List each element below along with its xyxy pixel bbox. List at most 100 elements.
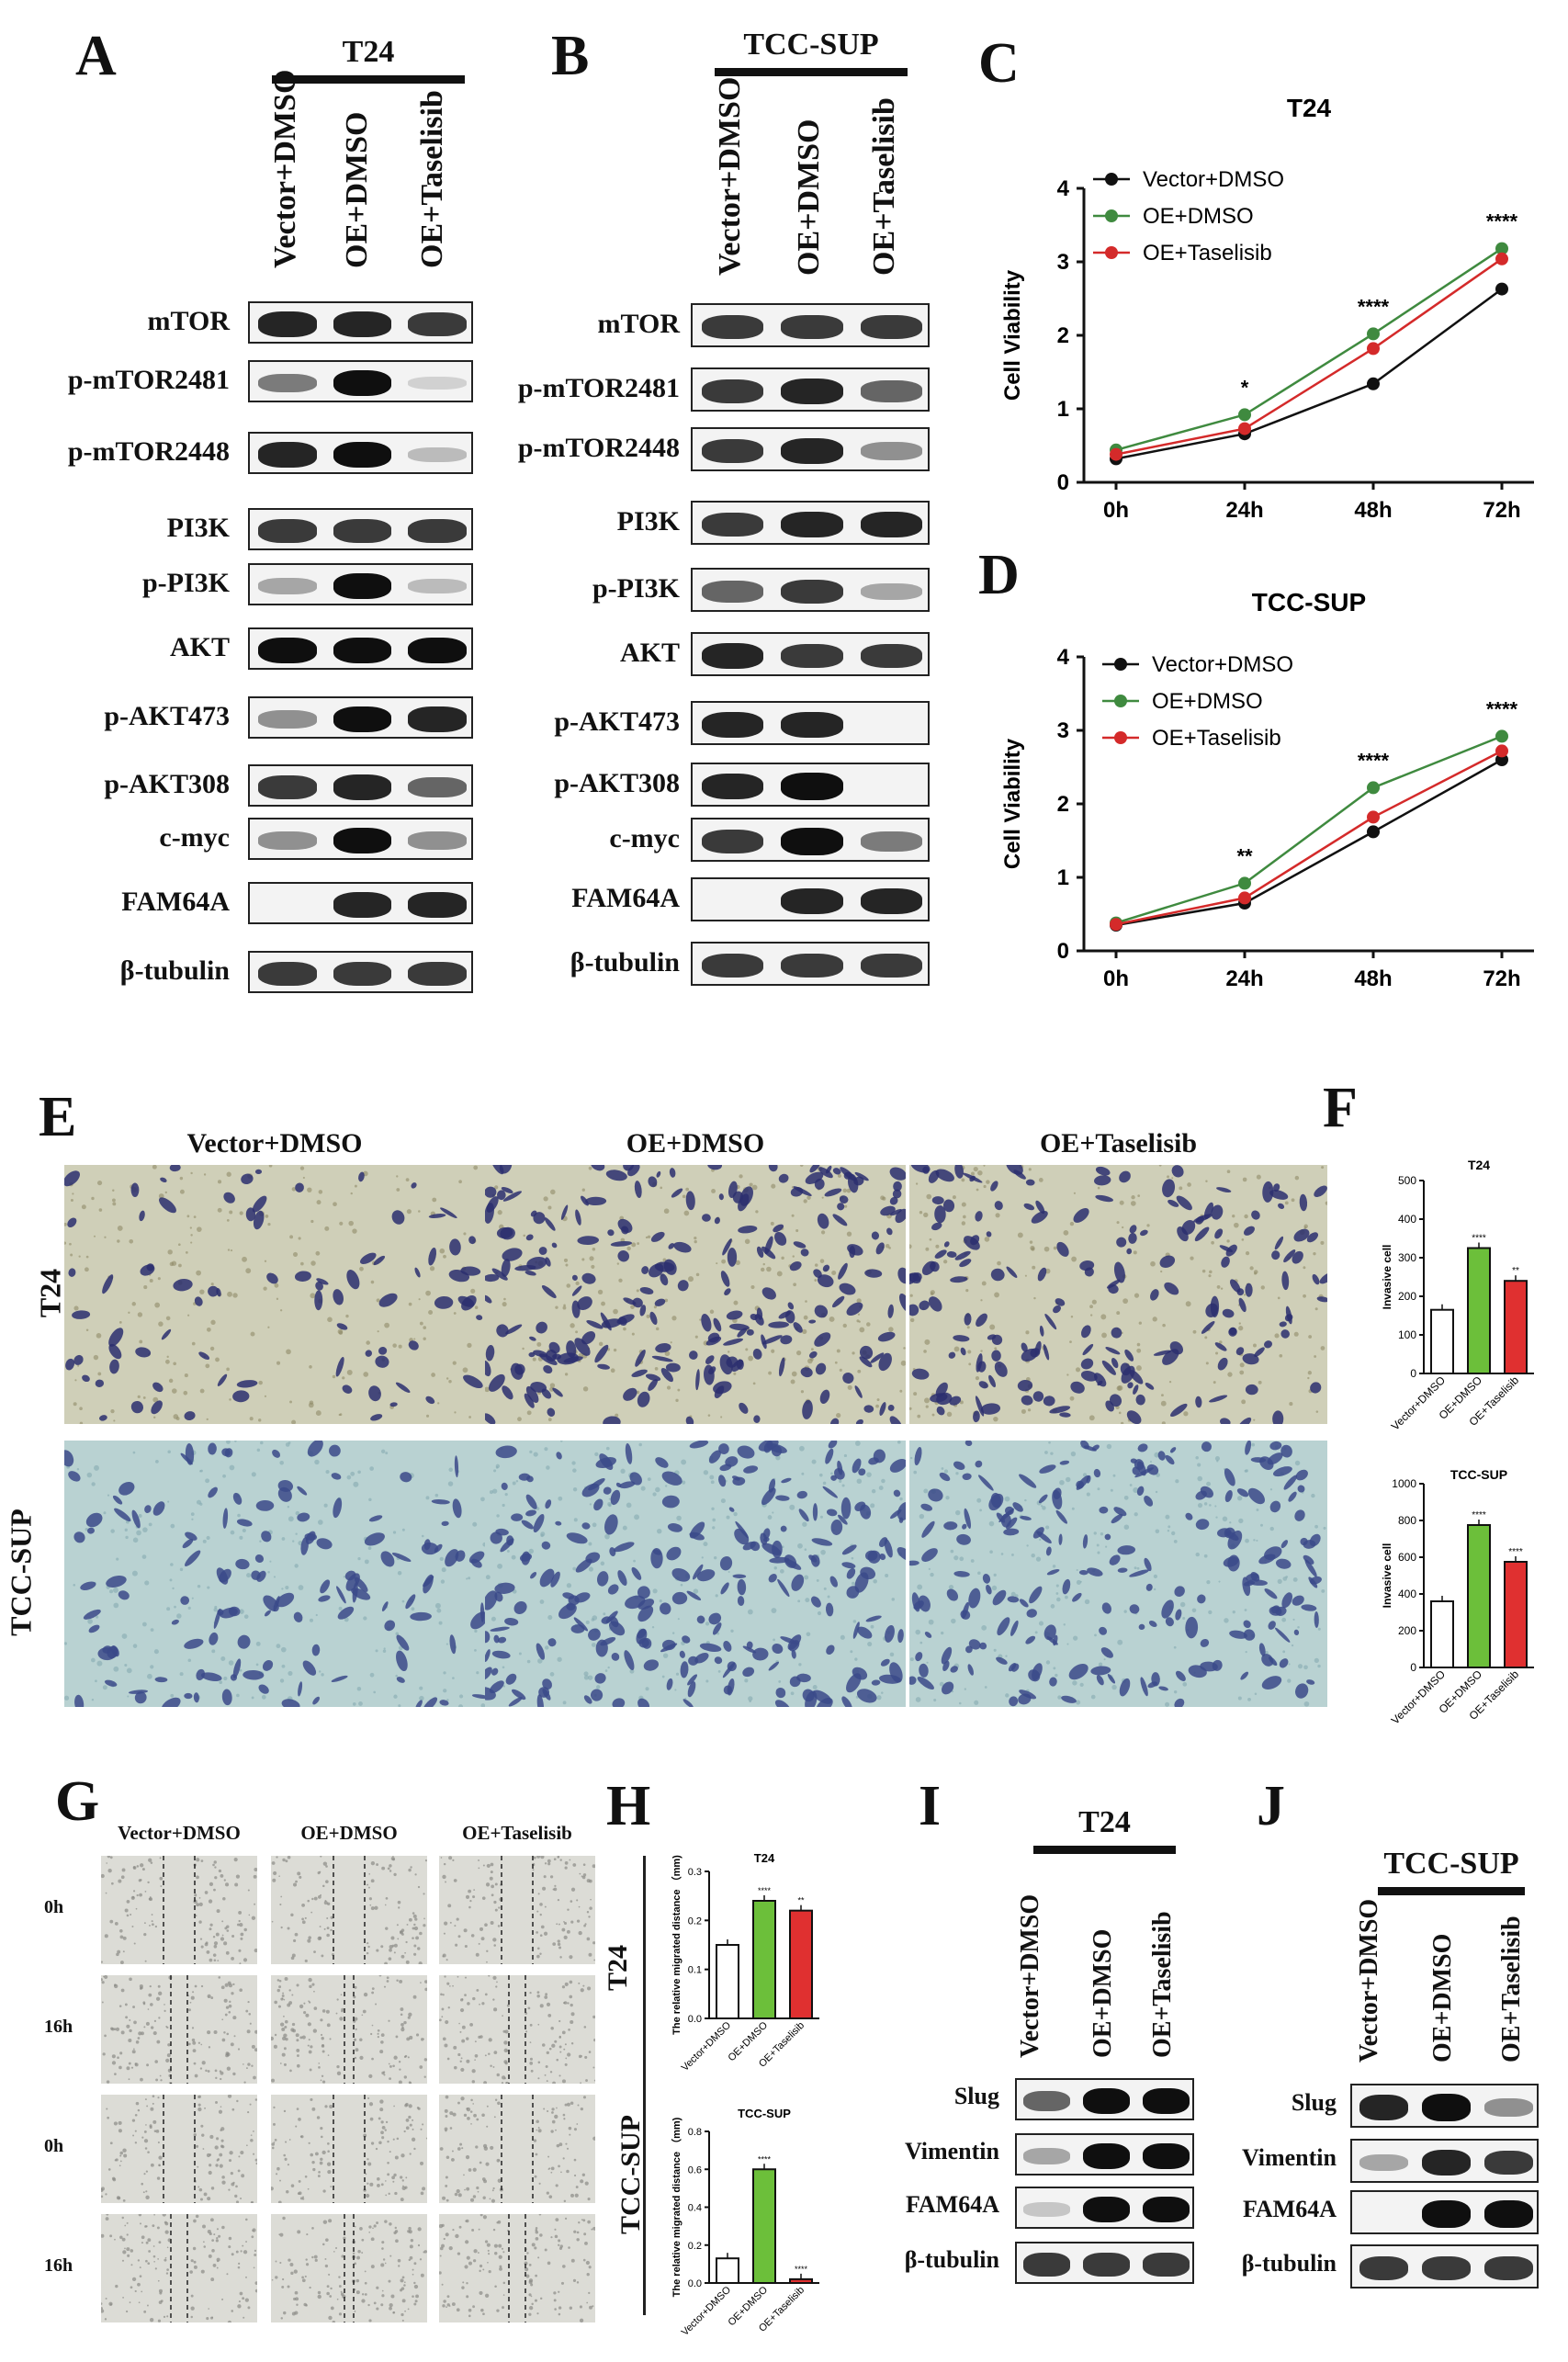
cell-dot <box>461 2025 466 2029</box>
texture-dot <box>1287 1678 1292 1683</box>
stained-cell <box>727 1661 737 1672</box>
stained-cell <box>855 1418 863 1424</box>
texture-dot <box>913 1392 918 1396</box>
texture-dot <box>112 1202 117 1206</box>
stained-cell <box>1176 1195 1192 1211</box>
cell-dot <box>379 2108 384 2112</box>
cell-dot <box>213 1944 218 1949</box>
stained-cell <box>471 1694 485 1700</box>
texture-dot <box>73 1583 76 1587</box>
blot-band <box>333 441 392 469</box>
cell-dot <box>208 1899 213 1904</box>
stained-cell <box>877 1331 896 1342</box>
cell-dot <box>213 2233 216 2236</box>
cell-dot <box>238 2300 241 2303</box>
y-tick-label: 3 <box>1057 250 1069 275</box>
cell-dot <box>198 1920 202 1924</box>
texture-dot <box>1311 1493 1315 1498</box>
blot-strip <box>1015 2133 1194 2176</box>
stained-cell <box>254 1554 265 1564</box>
cell-dot <box>570 1900 573 1903</box>
texture-dot <box>242 1528 246 1533</box>
cell-dot <box>273 1870 277 1876</box>
texture-dot <box>413 1338 416 1340</box>
cell-dot <box>413 2281 416 2285</box>
texture-dot <box>626 1246 631 1251</box>
cell-dot <box>472 2195 477 2198</box>
row-label: p-mTOR2481 <box>517 373 680 403</box>
cell-dot <box>581 2219 583 2221</box>
cell-dot <box>470 1934 475 1938</box>
stained-cell <box>964 1313 972 1326</box>
stained-cell <box>1224 1527 1235 1539</box>
texture-dot <box>446 1699 449 1701</box>
cell-dot <box>158 2241 162 2244</box>
stained-cell <box>232 1492 243 1505</box>
stained-cell <box>512 1689 526 1701</box>
stained-cell <box>838 1262 848 1280</box>
cell-dot <box>592 2226 595 2231</box>
stained-cell <box>1158 1686 1168 1691</box>
texture-dot <box>232 1293 238 1298</box>
texture-dot <box>1033 1296 1036 1300</box>
cell-dot <box>225 2006 230 2009</box>
texture-dot <box>682 1194 686 1199</box>
cell-dot <box>296 2063 300 2068</box>
blot-strip <box>248 696 473 739</box>
cell-dot <box>370 1861 376 1866</box>
cell-dot <box>238 1919 241 1923</box>
cell-dot <box>423 2251 425 2254</box>
cell-dot <box>285 2037 288 2041</box>
cell-dot <box>533 2139 537 2142</box>
texture-dot <box>526 1659 531 1664</box>
stained-cell <box>354 1577 368 1592</box>
stained-cell <box>82 1374 90 1383</box>
stained-cell <box>1130 1458 1137 1464</box>
texture-dot <box>589 1503 592 1506</box>
stained-cell <box>111 1645 119 1657</box>
stained-cell <box>1101 1360 1116 1375</box>
texture-dot <box>309 1618 314 1622</box>
texture-dot <box>797 1543 803 1549</box>
texture-dot <box>91 1698 95 1701</box>
stained-cell <box>1195 1519 1210 1531</box>
cell-dot <box>164 2221 169 2226</box>
cell-dot <box>371 2024 374 2027</box>
texture-dot <box>136 1530 141 1536</box>
cell-dot <box>445 1881 446 1883</box>
texture-dot <box>749 1182 753 1187</box>
cell-dot <box>490 2064 492 2067</box>
cell-dot <box>577 2104 580 2107</box>
cell-dot <box>115 2027 120 2031</box>
texture-dot <box>939 1681 944 1687</box>
cell-dot <box>333 2251 335 2253</box>
cell-dot <box>238 1910 243 1915</box>
stained-cell <box>1171 1165 1184 1178</box>
cell-line-header: TCC-SUP <box>1383 1847 1519 1881</box>
cell-dot <box>474 2040 477 2043</box>
cell-dot <box>480 1937 485 1941</box>
stained-cell <box>880 1205 896 1216</box>
texture-dot <box>132 1644 138 1648</box>
cell-dot <box>400 2028 405 2032</box>
cell-dot <box>224 2013 228 2017</box>
stained-cell <box>942 1681 954 1695</box>
stained-cell <box>1029 1586 1043 1604</box>
cell-dot <box>157 1984 161 1988</box>
texture-dot <box>608 1497 611 1500</box>
x-tick-label: 48h <box>1354 498 1392 523</box>
cell-dot <box>371 2057 374 2061</box>
cell-dot <box>109 1919 114 1924</box>
cell-dot <box>322 2243 325 2246</box>
stained-cell <box>634 1181 642 1199</box>
texture-dot <box>1071 1256 1077 1262</box>
cell-dot <box>530 2283 534 2287</box>
texture-dot <box>321 1673 324 1677</box>
texture-dot <box>1076 1579 1081 1585</box>
texture-dot <box>1303 1665 1308 1670</box>
cell-dot <box>213 2030 218 2035</box>
cell-dot <box>453 2045 457 2050</box>
texture-dot <box>1320 1240 1325 1245</box>
texture-dot <box>124 1528 128 1531</box>
cell-dot <box>457 2252 461 2255</box>
